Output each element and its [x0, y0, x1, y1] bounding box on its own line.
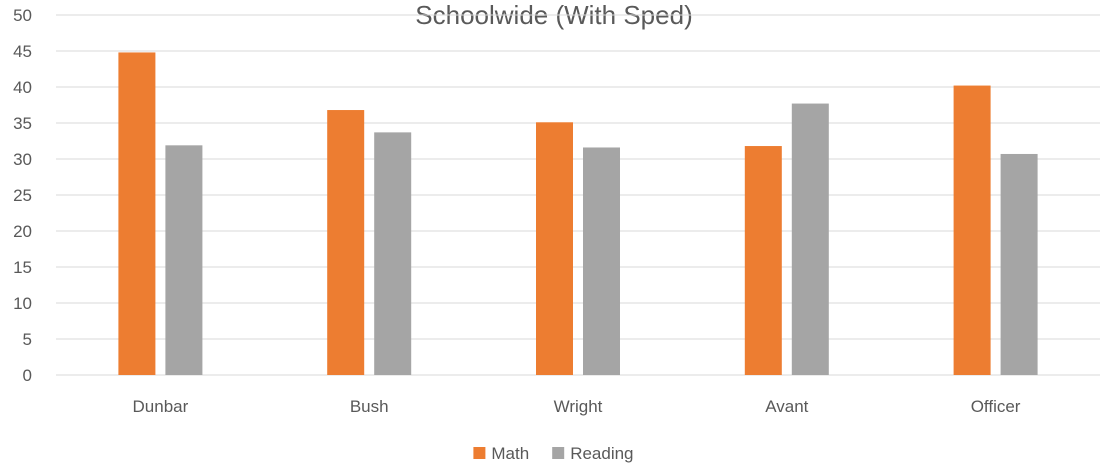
x-category-label: Wright — [554, 397, 603, 416]
y-tick-label: 15 — [13, 258, 32, 277]
bar-math-officer — [953, 85, 991, 375]
x-axis-category-labels: Dunbar Bush Wright Avant Officer — [133, 397, 1021, 416]
y-tick-label: 50 — [13, 6, 32, 25]
x-category-label: Bush — [350, 397, 389, 416]
y-tick-label: 30 — [13, 150, 32, 169]
legend-swatch-math — [473, 447, 486, 459]
bar-reading-dunbar — [165, 145, 203, 375]
bar-math-avant — [744, 146, 782, 375]
x-category-label: Dunbar — [133, 397, 189, 416]
legend: Math Reading — [473, 444, 634, 463]
bar-reading-officer — [1000, 153, 1038, 375]
y-tick-label: 10 — [13, 294, 32, 313]
y-tick-label: 5 — [23, 330, 32, 349]
x-category-label: Avant — [765, 397, 808, 416]
bar-reading-avant — [791, 103, 829, 375]
gridlines — [56, 14, 1100, 376]
y-tick-label: 40 — [13, 78, 32, 97]
bar-reading-bush — [374, 132, 412, 375]
y-tick-label: 20 — [13, 222, 32, 241]
y-tick-label: 45 — [13, 42, 32, 61]
bar-math-wright — [536, 122, 573, 375]
x-category-label: Officer — [971, 397, 1021, 416]
legend-swatch-reading — [552, 447, 565, 459]
y-tick-label: 25 — [13, 186, 32, 205]
bar-math-bush — [327, 110, 365, 375]
y-tick-label: 35 — [13, 114, 32, 133]
y-tick-label: 0 — [23, 366, 32, 385]
bars — [118, 52, 1038, 375]
bar-math-dunbar — [118, 52, 156, 375]
y-axis-tick-labels: 0 5 10 15 20 25 30 35 40 45 50 — [13, 6, 32, 385]
legend-label-math: Math — [491, 444, 529, 463]
legend-label-reading: Reading — [570, 444, 633, 463]
bar-reading-wright — [583, 147, 620, 375]
